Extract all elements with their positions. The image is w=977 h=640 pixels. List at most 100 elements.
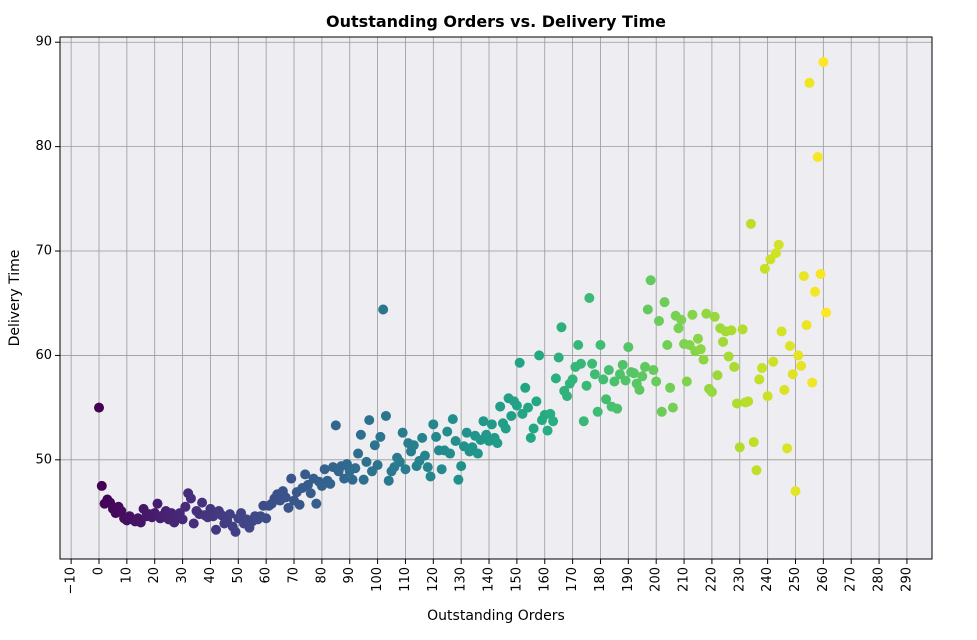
data-point [419,450,430,461]
data-point [383,475,394,486]
data-point [584,293,595,303]
data-point [701,308,712,319]
data-point [152,498,163,509]
data-point [712,370,723,381]
x-tick-label: 260 [816,567,831,592]
data-point [798,271,809,282]
data-point [531,396,542,407]
data-point [261,513,272,524]
y-axis-ticks: 50 60 70 80 90 [35,35,60,467]
x-tick-label: 110 [398,567,413,592]
data-point [651,376,662,387]
data-point [428,419,439,430]
data-point [361,456,372,467]
data-point [687,309,698,320]
data-point [364,415,375,426]
data-point [408,440,419,451]
x-tick-label: 280 [872,567,887,592]
data-point [743,396,754,407]
data-point [514,357,525,368]
x-tick-label: 40 [203,567,218,584]
data-point [784,341,795,352]
x-tick-label: 160 [537,567,552,592]
plot-background [60,37,932,559]
data-point [450,436,461,447]
data-point [796,360,807,371]
data-point [294,499,305,510]
data-point [609,376,620,387]
data-point [339,473,350,484]
grid-lines [60,37,932,559]
data-point [425,471,436,482]
data-point [821,307,832,318]
data-point [815,268,826,279]
data-point [397,427,408,438]
data-point [436,464,447,475]
x-tick-label: 20 [147,567,162,584]
data-point [737,324,748,335]
data-point [617,359,628,370]
data-point [676,314,687,325]
y-tick-label: 80 [35,139,52,154]
data-point [511,400,522,411]
data-point [667,402,678,413]
data-point [325,478,336,489]
data-point [790,486,801,497]
data-point [456,461,467,472]
data-point [224,509,235,520]
data-point [548,416,559,427]
data-point [782,443,793,454]
data-point [286,473,297,484]
data-point [623,342,634,353]
data-point [417,432,428,443]
data-point [759,263,770,274]
data-point [709,311,720,322]
data-point [773,239,784,250]
data-point [673,323,684,334]
x-tick-label: 0 [92,567,107,575]
x-tick-label: 240 [760,567,775,592]
data-point [648,365,659,376]
data-point [692,333,703,344]
x-tick-label: 190 [621,567,636,592]
data-point [556,322,567,333]
data-point [653,315,664,326]
data-point [445,448,456,459]
data-point [94,402,105,413]
data-point [681,376,692,387]
data-point [180,501,191,512]
data-point [812,152,823,163]
data-point [492,438,503,449]
data-point [177,514,188,525]
data-point [718,336,729,347]
data-point [592,406,603,417]
y-axis-label: Delivery Time [7,250,23,347]
data-point [645,275,656,286]
data-point [698,354,709,365]
x-tick-label: 210 [677,567,692,592]
x-tick-label: 180 [593,567,608,592]
data-point [520,382,531,393]
data-point [770,248,781,259]
data-point [598,374,609,385]
x-tick-label: 130 [454,567,469,592]
data-point [745,218,756,229]
data-point [751,465,762,476]
data-point [734,442,745,453]
data-point [523,402,534,413]
data-point [776,326,787,337]
data-point [567,374,578,385]
data-point [818,57,829,68]
data-point [188,518,199,529]
data-point [431,431,442,442]
data-point [378,304,389,315]
data-point [578,416,589,427]
data-point [601,394,612,405]
x-tick-label: 170 [565,567,580,592]
x-tick-label: 150 [509,567,524,592]
data-point [589,369,600,380]
data-point [372,460,383,471]
data-point [754,374,765,385]
x-tick-label: 70 [287,567,302,584]
data-point [400,464,411,475]
